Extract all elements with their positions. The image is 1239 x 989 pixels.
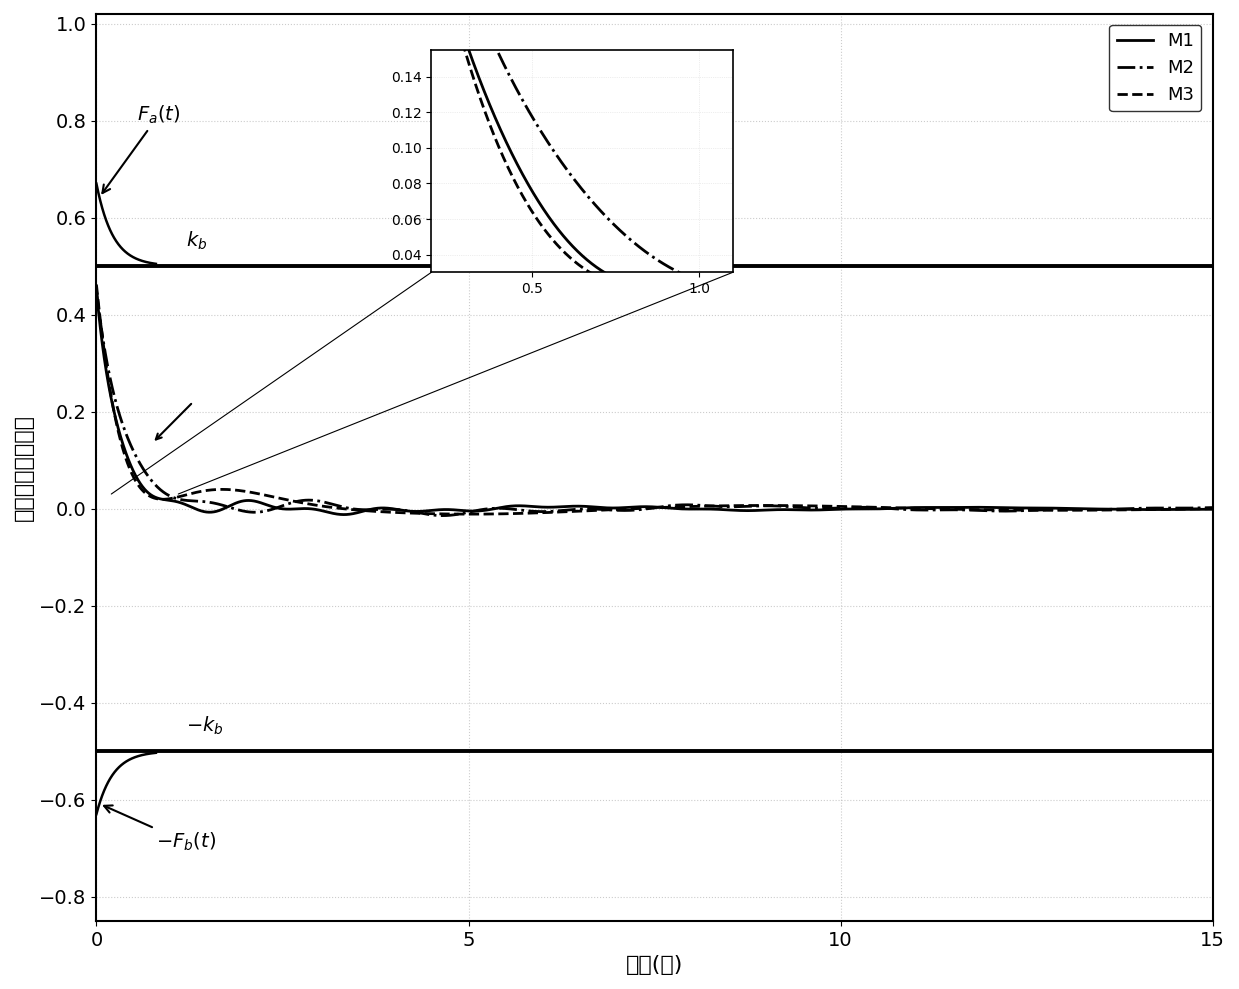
M3 (462, 508, 477, 520)
Text: $k_b$: $k_b$ (186, 229, 207, 251)
M3 (1206, 502, 1220, 514)
M2 (1171, 502, 1186, 514)
M2 (901, 503, 916, 515)
Line: M2: M2 (97, 291, 1213, 515)
M1 (1171, 503, 1186, 515)
M1 (1206, 503, 1220, 515)
Line: M1: M1 (97, 291, 1213, 514)
M3 (1115, 504, 1130, 516)
M1 (337, 508, 352, 520)
Text: $-F_b(t)$: $-F_b(t)$ (104, 805, 216, 854)
M1 (567, 500, 582, 512)
M2 (1115, 503, 1130, 515)
M3 (89, 279, 104, 291)
Text: $F_a(t)$: $F_a(t)$ (103, 104, 181, 193)
M1 (620, 501, 634, 513)
M3 (559, 505, 574, 517)
M2 (1206, 501, 1220, 513)
M2 (89, 285, 104, 297)
M3 (901, 502, 916, 514)
Line: M3: M3 (97, 285, 1213, 514)
M1 (89, 285, 104, 297)
X-axis label: 时间(秒): 时间(秒) (626, 955, 683, 975)
M1 (1115, 503, 1130, 515)
Text: $-k_b$: $-k_b$ (186, 714, 223, 737)
M1 (901, 501, 916, 513)
M2 (620, 504, 634, 516)
M2 (435, 509, 450, 521)
M2 (559, 504, 574, 516)
M2 (567, 503, 582, 515)
M3 (620, 503, 634, 515)
Y-axis label: 跟踪误差（弧度）: 跟踪误差（弧度） (14, 413, 33, 521)
Legend: M1, M2, M3: M1, M2, M3 (1109, 25, 1202, 111)
M3 (567, 505, 582, 517)
M1 (559, 500, 574, 512)
M3 (1171, 503, 1186, 515)
